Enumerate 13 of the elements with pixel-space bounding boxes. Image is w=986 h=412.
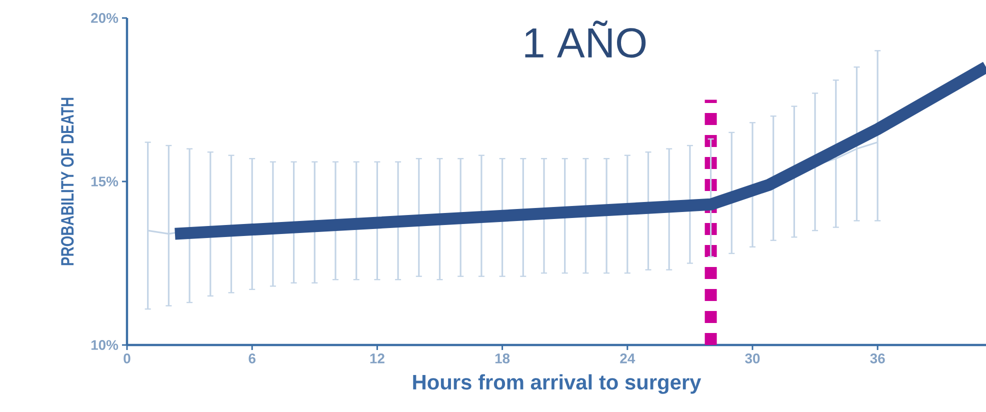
y-tick-label: 15%: [91, 176, 118, 186]
y-tick-label: 20%: [91, 13, 118, 23]
chart-title: 1 AÑO: [525, 20, 646, 58]
x-tick-label: 30: [745, 354, 760, 364]
x-axis-title: Hours from arrival to surgery: [413, 374, 702, 394]
x-tick-label: 24: [620, 354, 636, 364]
x-tick-label: 6: [248, 354, 256, 364]
x-tick-label: 0: [124, 354, 130, 364]
y-tick-label: 10%: [91, 340, 118, 350]
x-tick-label: 36: [870, 354, 885, 364]
y-axis-title: PROBABILITY OF DEATH: [61, 98, 74, 266]
x-tick-label: 18: [495, 354, 510, 364]
x-tick-label: 12: [370, 354, 384, 364]
